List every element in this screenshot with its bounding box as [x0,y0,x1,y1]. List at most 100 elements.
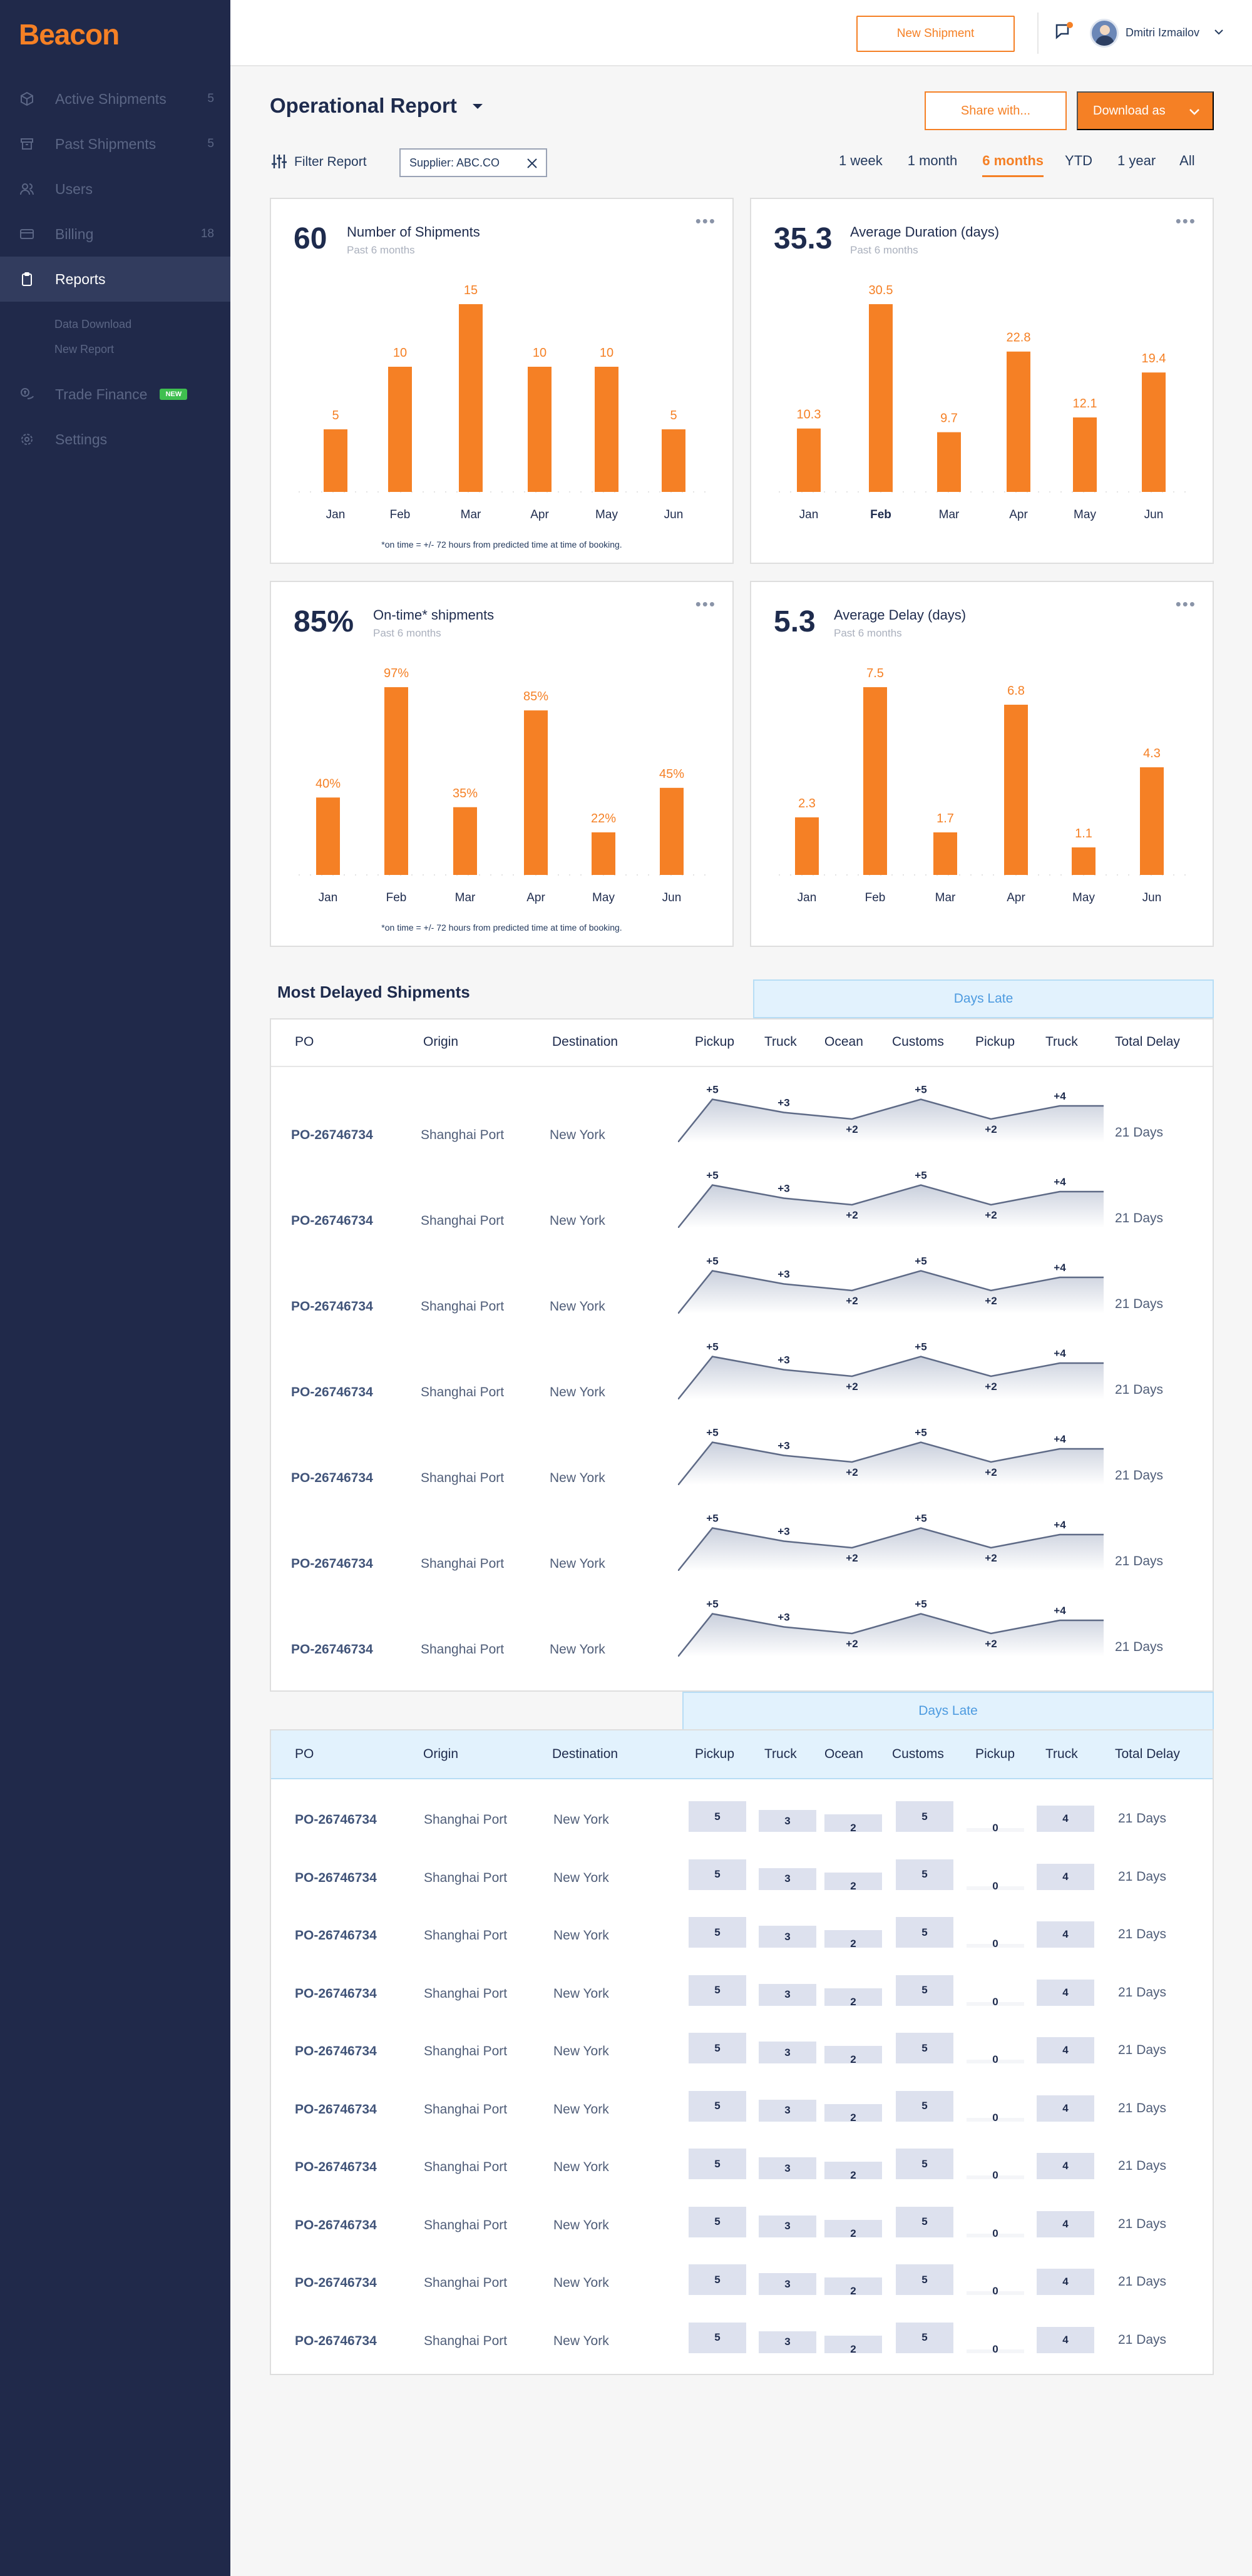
bar[interactable] [1007,351,1030,492]
col-header-truck-2[interactable]: Truck [1045,1035,1078,1049]
bar[interactable] [1073,417,1097,492]
bar[interactable] [1140,767,1164,875]
po-cell[interactable]: PO-26746734 [295,1870,377,1885]
po-cell[interactable]: PO-26746734 [291,1128,373,1142]
col-header-truck-2[interactable]: Truck [1045,1747,1078,1761]
more-options-icon[interactable]: ••• [695,212,716,230]
download-button[interactable]: Download as [1077,91,1214,130]
range-6-months[interactable]: 6 months [982,153,1044,177]
sidebar-subitem-data-download[interactable]: Data Download [54,317,132,330]
bar[interactable] [592,832,615,875]
bar[interactable] [324,429,347,492]
user-name[interactable]: Dmitri Izmailov [1126,26,1200,39]
col-header-origin[interactable]: Origin [423,1747,459,1761]
bar[interactable] [459,304,483,492]
more-options-icon[interactable]: ••• [695,595,716,613]
col-header-truck[interactable]: Truck [764,1035,797,1049]
col-header-pickup-2[interactable]: Pickup [975,1035,1015,1049]
sidebar-item-trade-finance[interactable]: Trade Finance NEW [0,372,230,417]
supplier-filter-chip[interactable]: Supplier: ABC.CO [399,148,547,177]
bar[interactable] [795,817,819,875]
po-cell[interactable]: PO-26746734 [295,2276,377,2290]
po-cell[interactable]: PO-26746734 [295,2044,377,2058]
sidebar-item-billing[interactable]: Billing 18 [0,212,230,257]
bar[interactable] [662,429,685,492]
po-cell[interactable]: PO-26746734 [295,2102,377,2117]
sidebar-item-settings[interactable]: Settings [0,417,230,462]
range-all[interactable]: All [1179,153,1195,168]
category-label: Apr [1007,891,1025,904]
po-cell[interactable]: PO-26746734 [295,2217,377,2232]
col-header-total-delay[interactable]: Total Delay [1115,1747,1180,1761]
col-header-pickup-2[interactable]: Pickup [975,1747,1015,1761]
more-options-icon[interactable]: ••• [1175,212,1196,230]
range-1-month[interactable]: 1 month [907,153,958,168]
po-cell[interactable]: PO-26746734 [295,2160,377,2174]
col-header-pickup[interactable]: Pickup [695,1747,735,1761]
chevron-down-icon [1188,106,1201,121]
bar[interactable] [933,832,957,875]
po-cell[interactable]: PO-26746734 [291,1556,373,1571]
po-cell[interactable]: PO-26746734 [295,1928,377,1943]
col-header-destination[interactable]: Destination [552,1035,618,1049]
bar[interactable] [1142,372,1166,492]
col-header-destination[interactable]: Destination [552,1747,618,1761]
data-label: 10 [533,346,546,360]
sidebar-item-reports[interactable]: Reports [0,257,230,302]
bar[interactable] [937,432,961,492]
bar[interactable] [388,367,412,492]
col-header-ocean[interactable]: Ocean [824,1747,863,1761]
col-header-truck[interactable]: Truck [764,1747,797,1761]
po-cell[interactable]: PO-26746734 [291,1299,373,1314]
col-header-po[interactable]: PO [295,1035,314,1049]
more-options-icon[interactable]: ••• [1175,595,1196,613]
chevron-down-icon[interactable] [1213,28,1224,39]
avatar[interactable] [1090,19,1119,48]
sidebar-item-users[interactable]: Users [0,166,230,212]
bar[interactable] [384,687,408,875]
range-1-year[interactable]: 1 year [1117,153,1156,168]
col-header-origin[interactable]: Origin [423,1035,459,1049]
bar[interactable] [1004,705,1028,875]
sidebar-subitem-new-report[interactable]: New Report [54,342,115,355]
po-cell[interactable]: PO-26746734 [291,1385,373,1399]
caret-down-icon[interactable] [471,102,485,114]
bar[interactable] [528,367,552,492]
po-cell[interactable]: PO-26746734 [295,2333,377,2348]
col-header-total-delay[interactable]: Total Delay [1115,1035,1180,1049]
bar[interactable] [863,687,887,875]
col-header-ocean[interactable]: Ocean [824,1035,863,1049]
po-cell[interactable]: PO-26746734 [295,1986,377,2001]
close-icon[interactable] [526,157,538,173]
bar[interactable] [524,710,548,875]
bar[interactable] [797,428,821,492]
filter-sliders-icon[interactable] [270,153,288,173]
range-ytd[interactable]: YTD [1065,153,1093,168]
bar[interactable] [595,367,618,492]
origin-cell: Shanghai Port [424,2217,508,2232]
sidebar-item-active-shipments[interactable]: Active Shipments 5 [0,76,230,121]
filter-report-label[interactable]: Filter Report [294,155,367,169]
delay-block-value: 5 [714,2042,721,2054]
stage-delay-label: +5 [915,1427,926,1439]
range-1-week[interactable]: 1 week [839,153,883,168]
col-header-customs[interactable]: Customs [892,1035,944,1049]
po-cell[interactable]: PO-26746734 [291,1471,373,1485]
bar[interactable] [660,787,684,875]
po-cell[interactable]: PO-26746734 [291,1214,373,1228]
brand-logo[interactable]: Beacon [19,18,120,51]
col-header-po[interactable]: PO [295,1747,314,1761]
bar[interactable] [869,304,893,492]
new-shipment-button[interactable]: New Shipment [856,16,1015,52]
po-cell[interactable]: PO-26746734 [295,1812,377,1827]
share-button[interactable]: Share with... [925,91,1067,130]
po-cell[interactable]: PO-26746734 [291,1642,373,1657]
col-header-pickup[interactable]: Pickup [695,1035,735,1049]
bar[interactable] [1072,847,1096,875]
bar[interactable] [453,807,477,875]
sidebar-item-past-shipments[interactable]: Past Shipments 5 [0,121,230,166]
delay-block-value: 3 [784,1988,791,2000]
chat-notification-icon[interactable] [1054,21,1075,46]
col-header-customs[interactable]: Customs [892,1747,944,1761]
bar[interactable] [316,797,340,875]
